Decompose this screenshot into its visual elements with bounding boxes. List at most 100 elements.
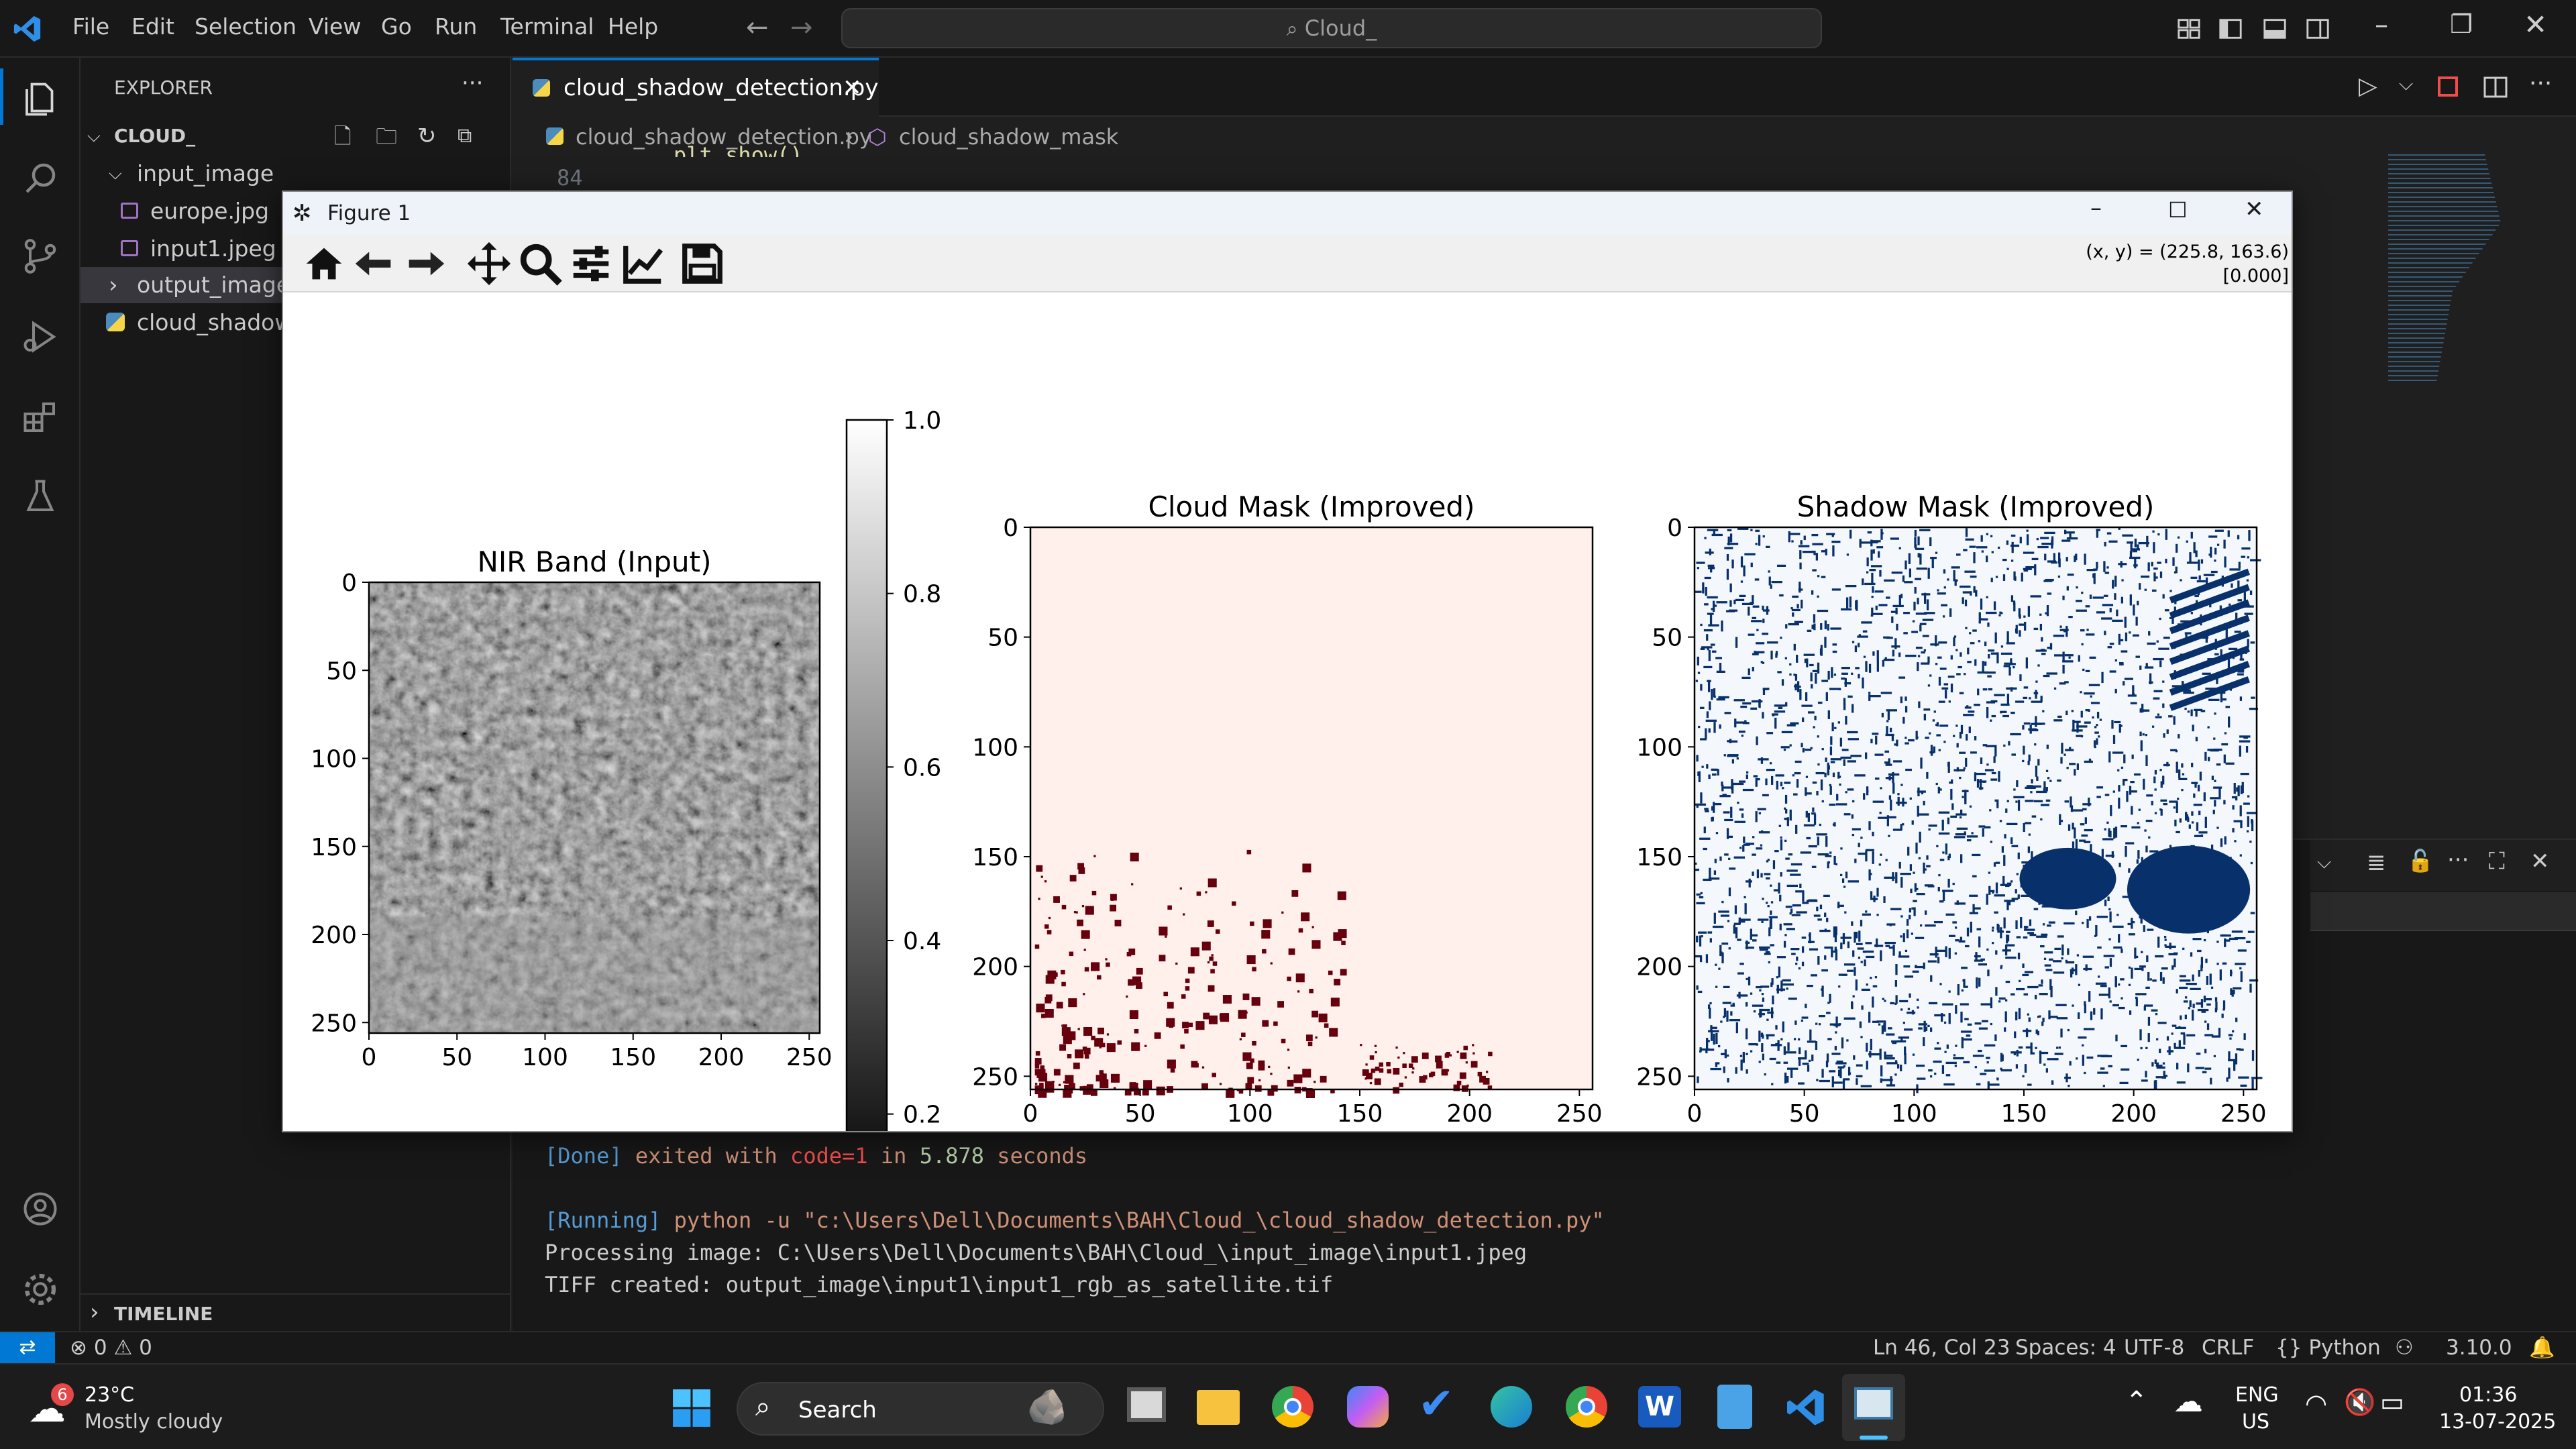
weather-temp[interactable]: 23°C xyxy=(85,1383,135,1407)
customize-layout-icon[interactable] xyxy=(2176,16,2202,42)
close-window-icon[interactable]: ✕ xyxy=(2524,8,2548,41)
file-explorer-icon[interactable] xyxy=(1197,1390,1240,1425)
maximize-panel-icon[interactable]: ⛶ xyxy=(2489,848,2505,875)
wifi-icon[interactable]: ◠ xyxy=(2305,1389,2328,1418)
breadcrumb-file[interactable]: cloud_shadow_detection.py xyxy=(576,124,872,150)
accounts-icon[interactable] xyxy=(20,1189,60,1229)
collapse-all-icon[interactable]: ⧉ xyxy=(458,124,472,148)
language-mode[interactable]: {} Python xyxy=(2275,1332,2381,1363)
menu-view[interactable]: View xyxy=(309,13,362,40)
word-icon[interactable]: W xyxy=(1638,1386,1681,1428)
clock-date[interactable]: 13-07-2025 xyxy=(2439,1410,2557,1434)
vscode-logo-icon[interactable] xyxy=(12,13,43,44)
tree-item-input-image[interactable]: ⌵ input_image xyxy=(80,156,511,192)
close-tab-icon[interactable]: ✕ xyxy=(843,74,862,101)
taskbar-search-box[interactable]: ⌕ Search 🪨 xyxy=(737,1382,1104,1436)
weather-widget[interactable]: ☁ 6 xyxy=(28,1383,75,1431)
split-editor-icon[interactable] xyxy=(2482,74,2509,101)
input-region[interactable]: US xyxy=(2242,1410,2270,1434)
menu-file[interactable]: File xyxy=(72,13,110,40)
editor-more-icon[interactable]: ··· xyxy=(2529,70,2553,97)
figure-taskbar-item[interactable] xyxy=(1842,1374,1905,1441)
edge-icon[interactable] xyxy=(1491,1386,1532,1428)
figure-canvas[interactable]: NIR Band (Input)0 50 100 150 200 250050100150… xyxy=(283,292,2292,1131)
tree-item-input1-jpeg[interactable]: input1.jpeg xyxy=(80,231,511,267)
clear-output-icon[interactable]: ≣ xyxy=(2367,849,2386,876)
zoom-magnifier-icon[interactable] xyxy=(517,240,564,287)
chrome-profile-icon[interactable] xyxy=(1566,1386,1607,1428)
new-file-icon[interactable]: 🗋 xyxy=(334,123,352,149)
save-figure-icon[interactable] xyxy=(679,240,726,287)
restore-window-icon[interactable]: ❐ xyxy=(2450,9,2473,39)
tab-cloud-shadow-detection[interactable]: cloud_shadow_detection.py ✕ xyxy=(513,58,879,117)
toggle-secondary-sidebar-icon[interactable] xyxy=(2305,16,2330,42)
back-arrow-icon[interactable] xyxy=(352,240,398,287)
notifications-bell-icon[interactable]: 🔔 xyxy=(2529,1336,2555,1360)
forward-arrow-icon[interactable]: → xyxy=(790,12,813,43)
forward-arrow-icon[interactable] xyxy=(401,240,448,287)
search-view-icon[interactable] xyxy=(20,158,60,199)
pan-move-icon[interactable] xyxy=(466,240,513,287)
problems-indicator[interactable]: ⊗ 0 ⚠ 0 xyxy=(70,1332,152,1363)
panel-more-icon[interactable]: ··· xyxy=(2447,847,2469,873)
menu-edit[interactable]: Edit xyxy=(131,13,174,40)
tree-item-cloud-shadow-py[interactable]: cloud_shadow_ xyxy=(80,305,511,341)
chrome-icon[interactable] xyxy=(1272,1386,1313,1428)
lock-scroll-icon[interactable]: 🔓 xyxy=(2407,848,2434,873)
onedrive-cloud-icon[interactable]: ☁ xyxy=(2174,1385,2203,1419)
menu-help[interactable]: Help xyxy=(608,13,659,40)
todo-check-icon[interactable]: ✔ xyxy=(1418,1379,1454,1429)
encoding[interactable]: UTF-8 xyxy=(2124,1336,2185,1360)
menu-go[interactable]: Go xyxy=(381,13,412,40)
notepad-icon[interactable] xyxy=(1717,1385,1752,1429)
clock-time[interactable]: 01:36 xyxy=(2459,1383,2518,1407)
explorer-icon[interactable] xyxy=(20,79,60,119)
volume-muted-icon[interactable]: 🔇 xyxy=(2344,1387,2376,1417)
tree-item-europe-jpg[interactable]: europe.jpg xyxy=(80,193,511,229)
new-folder-icon[interactable]: 🗀 xyxy=(376,123,398,149)
workspace-root[interactable]: ⌵ CLOUD_ 🗋 🗀 ↻ ⧉ xyxy=(80,118,511,154)
figure-minimize-icon[interactable]: – xyxy=(2090,195,2102,221)
chevron-down-icon[interactable]: ⌵ xyxy=(2317,851,2332,873)
vscode-taskbar-icon[interactable] xyxy=(1784,1386,1827,1429)
python-version[interactable]: 3.10.0 xyxy=(2446,1336,2512,1360)
testing-icon[interactable] xyxy=(20,476,60,517)
source-control-icon[interactable] xyxy=(20,236,60,276)
breadcrumb-symbol[interactable]: cloud_shadow_mask xyxy=(899,124,1119,150)
command-center-search[interactable]: ⌕ Cloud_ xyxy=(841,8,1822,48)
run-python-icon[interactable]: ▷ xyxy=(2359,72,2377,100)
chevron-down-icon[interactable]: ⌵ xyxy=(2399,72,2414,95)
menu-terminal[interactable]: Terminal xyxy=(500,13,594,40)
settings-gear-icon[interactable] xyxy=(20,1269,60,1309)
output-filter-box[interactable] xyxy=(2310,892,2576,931)
stop-icon[interactable] xyxy=(2438,76,2458,97)
input-language[interactable]: ENG xyxy=(2235,1383,2279,1407)
task-view-icon[interactable] xyxy=(1127,1387,1166,1422)
back-arrow-icon[interactable]: ← xyxy=(746,12,769,43)
more-actions-icon[interactable]: ··· xyxy=(462,70,484,97)
menu-run[interactable]: Run xyxy=(435,13,478,40)
copilot-icon[interactable]: ⚇ xyxy=(2395,1336,2414,1360)
copilot-app-icon[interactable] xyxy=(1347,1386,1389,1428)
battery-icon[interactable]: ▭ xyxy=(2380,1387,2404,1417)
toggle-primary-sidebar-icon[interactable] xyxy=(2218,16,2243,42)
indentation[interactable]: Spaces: 4 xyxy=(2015,1336,2116,1360)
line-endings[interactable]: CRLF xyxy=(2202,1336,2255,1360)
close-panel-icon[interactable]: ✕ xyxy=(2530,848,2550,875)
figure-close-icon[interactable]: ✕ xyxy=(2245,196,2264,223)
configure-subplots-icon[interactable] xyxy=(568,240,614,287)
remote-indicator-icon[interactable]: ⇄ xyxy=(0,1332,55,1363)
home-icon[interactable] xyxy=(301,240,347,287)
figure-maximize-icon[interactable]: ☐ xyxy=(2168,197,2188,223)
weather-desc[interactable]: Mostly cloudy xyxy=(85,1410,223,1434)
edit-axis-icon[interactable] xyxy=(620,240,667,287)
minimize-window-icon[interactable]: – xyxy=(2375,9,2388,40)
extensions-icon[interactable] xyxy=(20,397,60,437)
refresh-icon[interactable]: ↻ xyxy=(417,123,437,150)
timeline-section[interactable]: › TIMELINE xyxy=(80,1293,511,1331)
show-hidden-icons-chevron-icon[interactable]: ⌃ xyxy=(2125,1386,2148,1417)
toggle-panel-icon[interactable] xyxy=(2262,16,2288,42)
run-debug-icon[interactable] xyxy=(20,317,60,357)
windows-start-icon[interactable] xyxy=(671,1387,712,1429)
cursor-position[interactable]: Ln 46, Col 23 xyxy=(1873,1336,2010,1360)
